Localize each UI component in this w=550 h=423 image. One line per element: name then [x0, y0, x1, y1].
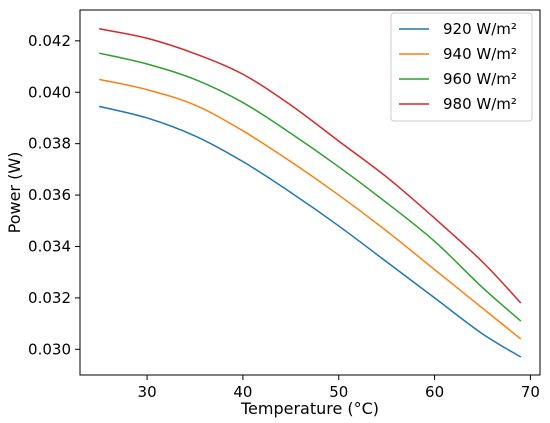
y-tick-label: 0.034	[28, 237, 71, 255]
legend-label: 940 W/m²	[443, 45, 517, 63]
x-tick-label: 70	[521, 383, 540, 401]
x-tick-label: 50	[329, 383, 348, 401]
y-tick-label: 0.030	[28, 340, 71, 358]
y-axis-label: Power (W)	[5, 152, 24, 234]
plot-frame	[79, 9, 541, 376]
series-line-2	[99, 52, 522, 322]
legend-label: 960 W/m²	[443, 70, 517, 88]
series-layer	[98, 28, 522, 358]
x-tick-label: 40	[233, 383, 252, 401]
legend: 920 W/m² 940 W/m² 960 W/m² 980 W/m²	[390, 12, 533, 122]
y-tick-label: 0.032	[28, 289, 71, 307]
series-line-3	[99, 28, 522, 304]
legend-label: 920 W/m²	[443, 20, 517, 38]
x-tick-label: 60	[425, 383, 444, 401]
x-tick-label: 30	[138, 383, 157, 401]
x-axis-label: Temperature (°C)	[240, 399, 379, 418]
y-tick-label: 0.038	[28, 135, 71, 153]
y-tick-label: 0.040	[28, 83, 71, 101]
y-tick-label: 0.036	[28, 186, 71, 204]
x-axis: 30 40 50 60 70	[138, 375, 540, 401]
series-line-1	[99, 78, 522, 340]
series-line-0	[98, 105, 522, 358]
legend-box	[390, 12, 533, 122]
legend-label: 980 W/m²	[443, 95, 517, 113]
y-axis: 0.030 0.032 0.034 0.036 0.038 0.040 0.042	[28, 32, 80, 358]
y-tick-label: 0.042	[28, 32, 71, 50]
